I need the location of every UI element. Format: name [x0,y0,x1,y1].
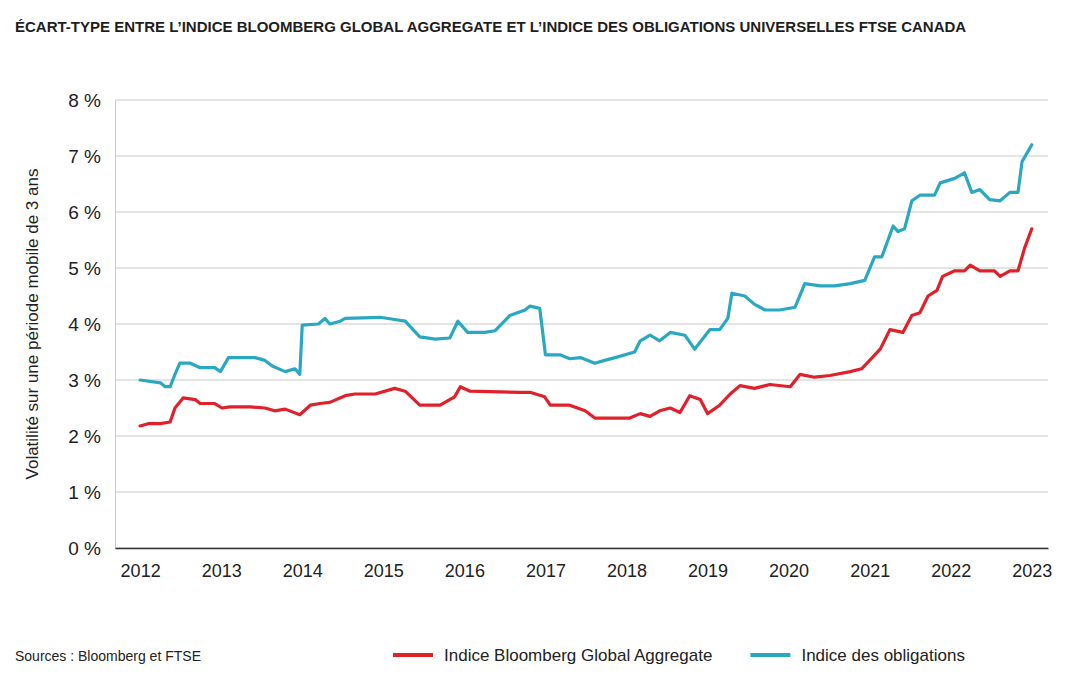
x-tick: 2012 [121,548,161,581]
y-axis-line [115,101,116,549]
x-tick: 2019 [688,548,728,581]
x-tick-label: 2021 [850,561,890,581]
legend-swatch [750,653,790,657]
y-tick-label: 8 % [68,90,101,111]
x-tick: 2015 [364,548,404,581]
y-tick-label: 7 % [68,146,101,167]
x-tick-label: 2015 [364,561,404,581]
x-tick: 2023 [1012,548,1052,581]
title: ÉCART-TYPE ENTRE L’INDICE BLOOMBERG GLOB… [15,18,966,35]
series-line [140,145,1032,387]
x-tick-label: 2012 [121,561,161,581]
x-tick: 2014 [283,548,323,581]
x-tick: 2022 [931,548,971,581]
x-axis: 2012 2013 2014 2015 2016 2017 2018 2019 2020 2021… [116,548,1053,581]
legend-label: Indice Bloomberg Global Aggregate [444,646,712,665]
x-tick-label: 2013 [202,561,242,581]
chart: ÉCART-TYPE ENTRE L’INDICE BLOOMBERG GLOB… [0,0,1069,678]
grid-line [115,436,1048,437]
y-tick-label: 5 % [68,258,101,279]
y-tick-label: 4 % [68,314,101,335]
plot-area [140,145,1032,426]
legend-swatch [393,653,433,657]
y-tick-label: 0 % [68,538,101,559]
y-tick: 3 % [68,370,115,391]
grid-line [115,492,1048,493]
series-line [140,229,1032,426]
grid-line [115,268,1048,269]
source: Sources : Bloomberg et FTSE [15,648,201,664]
y-tick-label: 3 % [68,370,101,391]
y-axis-title: Volatilité sur une période mobile de 3 a… [23,169,42,480]
x-tick: 2020 [769,548,809,581]
x-tick: 2017 [526,548,566,581]
x-tick: 2016 [445,548,485,581]
y-tick-label: 2 % [68,426,101,447]
x-tick: 2021 [850,548,890,581]
y-tick: 0 % [68,538,115,559]
x-tick-label: 2022 [931,561,971,581]
y-tick: 2 % [68,426,115,447]
y-tick: 8 % [68,90,115,111]
x-tick-label: 2019 [688,561,728,581]
x-tick-label: 2016 [445,561,485,581]
x-axis-line [116,548,1049,550]
grid [115,100,1048,548]
y-tick: 7 % [68,146,115,167]
y-tick: 6 % [68,202,115,223]
x-tick-label: 2020 [769,561,809,581]
x-tick-label: 2018 [607,561,647,581]
legend: Indice Bloomberg Global Aggregate Indice … [393,646,965,665]
x-tick-label: 2023 [1012,561,1052,581]
grid-line [115,156,1048,157]
y-axis: 0 % 1 % 2 % 3 % 4 % 5 % 6 % 7 % 8 % [68,90,115,559]
x-tick: 2018 [607,548,647,581]
y-tick-label: 6 % [68,202,101,223]
y-tick: 4 % [68,314,115,335]
x-tick-label: 2014 [283,561,323,581]
x-tick: 2013 [202,548,242,581]
y-tick: 5 % [68,258,115,279]
grid-line [115,100,1048,101]
grid-line [115,548,1048,549]
x-tick-label: 2017 [526,561,566,581]
y-tick-label: 1 % [68,482,101,503]
legend-label: Indice des obligations [801,646,965,665]
y-tick: 1 % [68,482,115,503]
grid-line [115,380,1048,381]
